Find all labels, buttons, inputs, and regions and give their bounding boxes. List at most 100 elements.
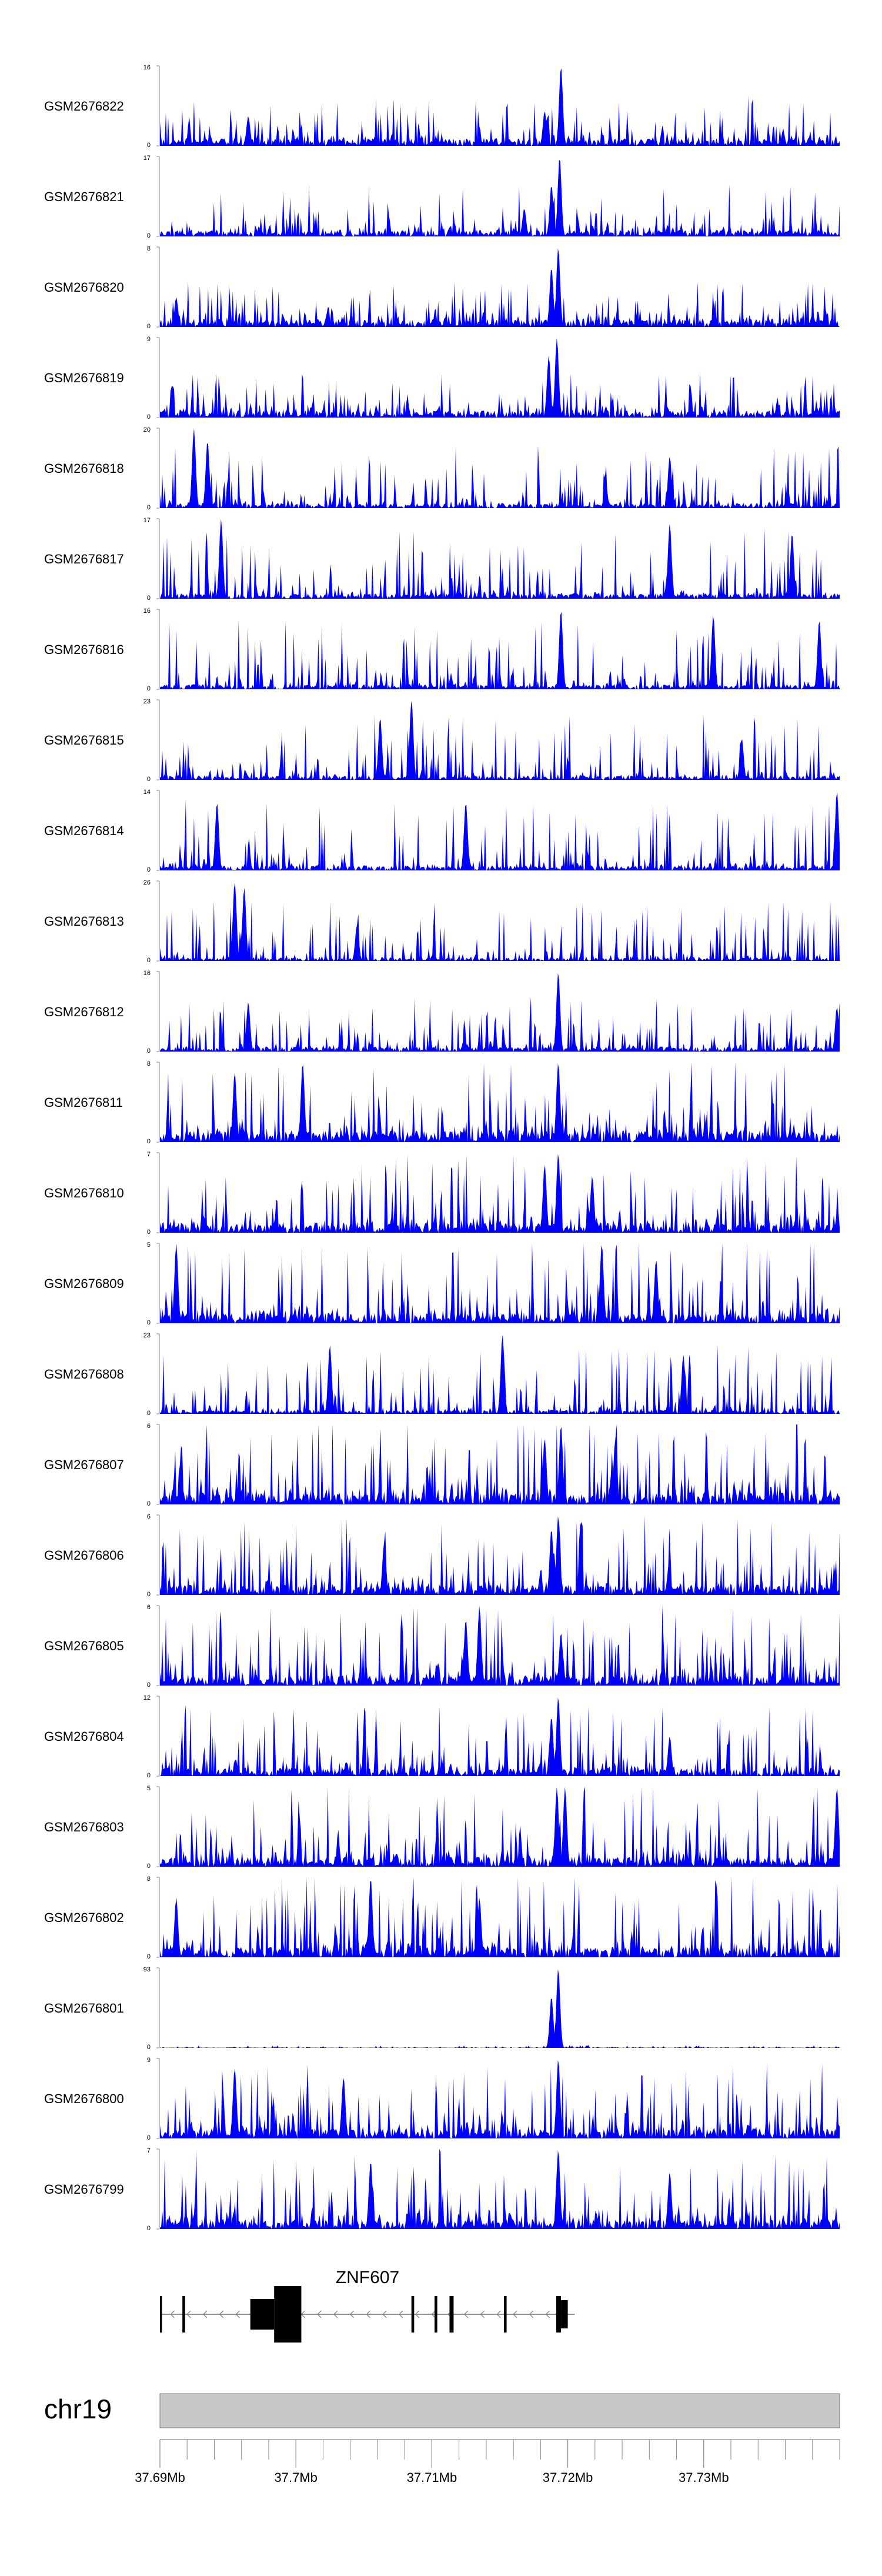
coverage-area [160,1606,840,1686]
track-label: GSM2676801 [44,2001,124,2016]
track-label: GSM2676804 [44,1729,124,1744]
track-GSM2676805: GSM2676805 6 0 [44,1604,840,1689]
coverage-area [160,428,840,508]
track-label: GSM2676811 [44,1095,123,1110]
coverage-area [160,1334,840,1414]
y-max-label: 12 [143,1694,151,1701]
track-GSM2676818: GSM2676818 20 0 [44,426,840,511]
coverage-area [160,612,840,689]
exon-block [449,2296,454,2333]
coverage-area [160,700,840,780]
track-label: GSM2676800 [44,2091,124,2106]
track-GSM2676808: GSM2676808 23 0 [44,1332,840,1417]
track-label: GSM2676818 [44,461,124,476]
exon-block [435,2296,437,2333]
exon-block [160,2296,162,2333]
coverage-area [160,2060,840,2138]
gene-name-label: ZNF607 [336,2268,399,2287]
track-GSM2676812: GSM2676812 16 0 [44,970,840,1055]
track-label: GSM2676815 [44,733,124,748]
coverage-area [160,68,840,146]
y-max-label: 9 [147,336,151,343]
track-GSM2676822: GSM2676822 16 0 [44,64,840,149]
y-max-label: 6 [147,1604,151,1611]
strand-arrow [366,2310,370,2318]
coverage-area [160,1424,840,1504]
coverage-area [160,248,840,327]
y-min-label: 0 [147,232,151,239]
gene-ZNF607: ZNF607 [160,2268,575,2343]
y-max-label: 6 [147,1423,151,1430]
track-label: GSM2676814 [44,823,124,838]
y-max-label: 5 [147,1785,151,1792]
coverage-tracks: GSM2676822160GSM2676821170GSM267682080GS… [44,64,840,2232]
coverage-area [160,882,840,961]
y-min-label: 0 [147,685,151,692]
y-max-label: 20 [143,426,151,433]
y-max-label: 8 [147,1060,151,1067]
exon-block [274,2286,302,2343]
strand-arrow [496,2310,501,2318]
coverage-area [160,2149,840,2229]
strand-arrow [170,2310,175,2318]
exon-block [556,2296,562,2333]
y-max-label: 23 [143,698,151,705]
strand-arrow [333,2310,338,2318]
y-min-label: 0 [147,1591,151,1598]
track-GSM2676804: GSM2676804 12 0 [44,1694,840,1779]
track-GSM2676814: GSM2676814 14 0 [44,789,840,873]
y-max-label: 16 [143,970,151,977]
y-max-label: 16 [143,608,151,615]
x-tick-label: 37.7Mb [275,2470,318,2485]
strand-arrow [186,2310,191,2318]
strand-arrow [529,2310,534,2318]
y-max-label: 23 [143,1332,151,1339]
strand-arrow [203,2310,208,2318]
y-max-label: 7 [147,2147,151,2154]
y-min-label: 0 [147,595,151,602]
track-label: GSM2676813 [44,914,124,929]
track-label: GSM2676810 [44,1186,124,1200]
track-label: GSM2676820 [44,280,124,295]
y-min-label: 0 [147,1319,151,1326]
y-min-label: 0 [147,1138,151,1145]
track-GSM2676815: GSM2676815 23 0 [44,698,840,783]
y-min-label: 0 [147,504,151,511]
track-label: GSM2676805 [44,1639,124,1653]
track-GSM2676801: GSM2676801 93 0 [44,1966,840,2051]
track-label: GSM2676816 [44,642,124,657]
gene-annotation-track: ZNF607 [160,2268,575,2343]
y-min-label: 0 [147,776,151,783]
strand-arrow [415,2310,420,2318]
y-min-label: 0 [147,957,151,964]
strand-arrow [545,2310,550,2318]
chromosome-label: chr19 [44,2394,112,2424]
coverage-area [160,1697,840,1776]
y-min-label: 0 [147,413,151,421]
track-label: GSM2676803 [44,1820,124,1834]
track-label: GSM2676807 [44,1457,124,1472]
y-min-label: 0 [147,866,151,873]
track-GSM2676806: GSM2676806 6 0 [44,1513,840,1598]
y-min-label: 0 [147,1863,151,1870]
coverage-area [160,1154,840,1233]
coverage-area [160,338,840,418]
x-tick-label: 37.71Mb [407,2470,457,2485]
track-GSM2676817: GSM2676817 17 0 [44,517,840,602]
track-GSM2676800: GSM2676800 9 0 [44,2057,840,2141]
strand-arrow [513,2310,517,2318]
exon-block [411,2296,415,2333]
track-GSM2676799: GSM2676799 7 0 [44,2147,840,2232]
y-max-label: 9 [147,2057,151,2064]
exon-block [250,2299,275,2330]
y-max-label: 17 [143,517,151,524]
exon-block [561,2300,568,2328]
track-label: GSM2676802 [44,1910,124,1925]
track-GSM2676813: GSM2676813 26 0 [44,879,840,964]
coverage-area [160,1243,840,1323]
coverage-area [160,159,840,236]
y-min-label: 0 [147,1772,151,1779]
strand-arrow [399,2310,403,2318]
track-GSM2676810: GSM2676810 7 0 [44,1151,840,1236]
